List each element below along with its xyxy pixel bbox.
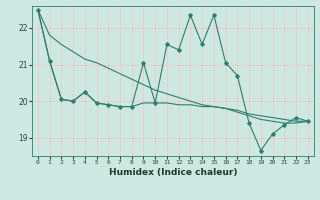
X-axis label: Humidex (Indice chaleur): Humidex (Indice chaleur) [108,168,237,177]
